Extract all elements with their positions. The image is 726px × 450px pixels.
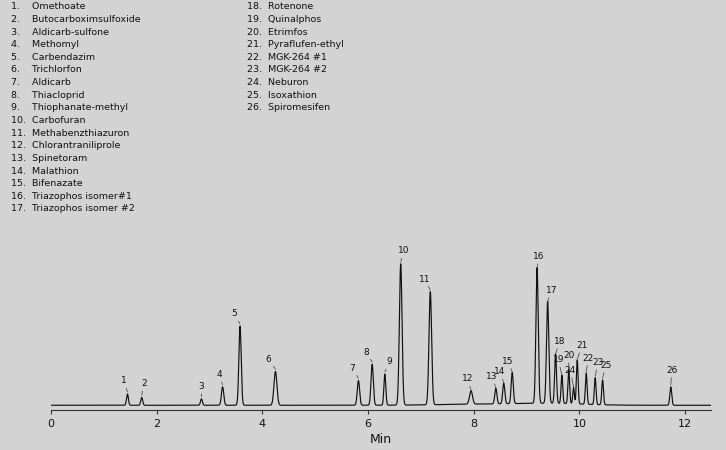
Text: 6: 6 — [266, 355, 275, 369]
Text: 2: 2 — [141, 379, 147, 396]
Text: 14: 14 — [494, 367, 506, 382]
Text: 23: 23 — [592, 358, 603, 376]
Text: 13: 13 — [486, 372, 498, 387]
Text: 26: 26 — [666, 366, 677, 385]
Text: 5: 5 — [232, 309, 240, 324]
X-axis label: Min: Min — [370, 433, 392, 446]
Text: 16: 16 — [534, 252, 545, 267]
Text: 1: 1 — [121, 377, 128, 392]
Text: 25: 25 — [600, 361, 611, 378]
Text: 10: 10 — [398, 247, 409, 262]
Text: 3: 3 — [199, 382, 204, 397]
Text: 21: 21 — [576, 341, 587, 360]
Text: 17: 17 — [545, 286, 557, 302]
Text: 11: 11 — [419, 274, 431, 290]
Text: 1.    Omethoate
2.    Butocarboximsulfoxide
3.    Aldicarb-sulfone
4.    Methomy: 1. Omethoate 2. Butocarboximsulfoxide 3.… — [11, 2, 141, 213]
Text: 4: 4 — [216, 370, 223, 385]
Text: 9: 9 — [385, 357, 392, 372]
Text: 20: 20 — [563, 351, 574, 369]
Text: 8: 8 — [364, 347, 372, 362]
Text: 15: 15 — [502, 357, 514, 372]
Text: 24: 24 — [565, 366, 576, 387]
Text: 18.  Rotenone
19.  Quinalphos
20.  Etrimfos
21.  Pyraflufen-ethyl
22.  MGK-264 #: 18. Rotenone 19. Quinalphos 20. Etrimfos… — [247, 2, 343, 112]
Text: 7: 7 — [349, 364, 359, 378]
Text: 12: 12 — [462, 374, 473, 390]
Text: 18: 18 — [554, 337, 566, 354]
Text: 22: 22 — [583, 354, 594, 372]
Text: 19: 19 — [552, 356, 564, 375]
